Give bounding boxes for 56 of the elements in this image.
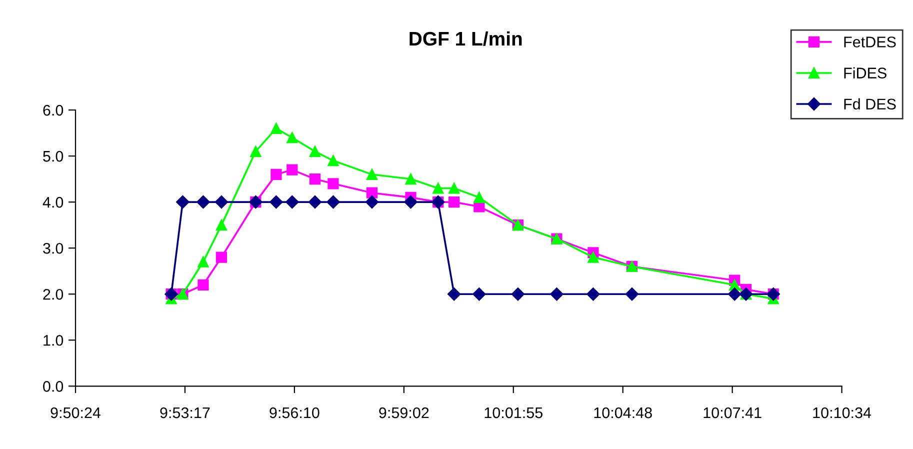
point [286,164,298,176]
point [216,252,228,263]
point [309,146,321,157]
point [250,146,262,157]
point [270,122,282,134]
point [472,288,486,301]
point [448,196,460,208]
x-tick-label: 9:50:24 [50,407,101,418]
legend-label: FetDES [844,36,896,48]
y-tick-label: 6.0 [43,104,64,116]
y-tick-label: 2.0 [43,288,64,300]
point [270,195,283,209]
point [216,220,228,231]
point [625,288,639,301]
point [432,182,444,194]
y-tick-label: 0.0 [43,381,64,392]
point [511,288,525,301]
y-tick-label: 5.0 [43,150,64,162]
point [405,173,416,185]
point [176,195,190,209]
x-tick-label: 10:01:55 [484,407,542,418]
point [309,173,321,185]
point [326,195,340,209]
point [286,195,299,209]
point [308,195,322,209]
y-tick-label: 4.0 [42,196,64,208]
point [270,168,282,180]
point [286,132,298,144]
point [448,182,460,194]
point [586,288,600,301]
point [328,155,339,166]
y-tick-label: 3.0 [43,242,64,254]
point [198,279,209,290]
point [365,195,379,209]
x-tick-label: 10:07:41 [704,407,762,418]
legend-label: FiDES [844,67,886,78]
x-tick-label: 10:04:48 [594,407,652,418]
point [404,195,418,209]
point [198,256,209,268]
x-tick-label: 9:56:10 [270,407,320,418]
x-tick-label: 9:59:02 [379,407,429,418]
point [328,178,339,190]
chart-title: DGF 1 L/min [410,31,522,46]
point [588,252,599,263]
point [366,187,378,198]
point [728,288,742,301]
point [474,192,485,204]
point [366,168,378,180]
point [447,288,461,301]
legend-label: Fd DES [844,98,896,110]
point [214,195,228,209]
x-tick-label: 9:53:17 [160,407,210,418]
point [196,195,210,209]
point [550,288,564,301]
y-tick-label: 1.0 [44,334,64,346]
x-tick-label: 10:10:34 [813,407,872,418]
